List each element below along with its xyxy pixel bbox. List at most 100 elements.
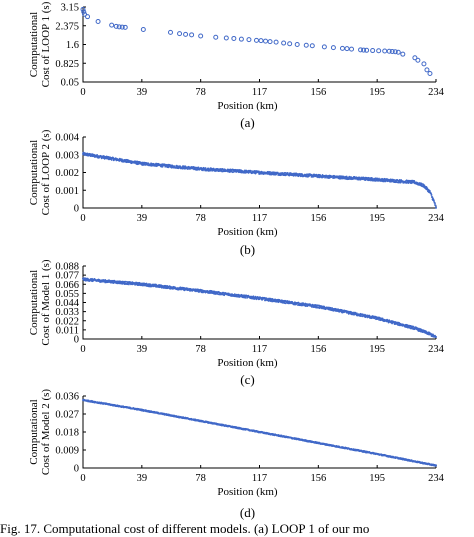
data-point bbox=[420, 328, 423, 331]
y-tick-label: 0.001 bbox=[55, 186, 79, 197]
y-axis-label: Computational bbox=[28, 140, 40, 205]
y-tick-label: 0.088 bbox=[55, 262, 79, 273]
data-point bbox=[109, 22, 115, 28]
data-point bbox=[339, 45, 345, 51]
data-point bbox=[197, 166, 200, 169]
data-point bbox=[198, 33, 204, 39]
data-series bbox=[82, 398, 437, 467]
data-point bbox=[400, 51, 406, 57]
y-tick-label: 0.044 bbox=[55, 298, 79, 309]
data-point bbox=[244, 296, 247, 299]
axes-frame bbox=[82, 266, 436, 340]
x-axis-label: Position (km) bbox=[217, 226, 278, 238]
x-tick-label: 39 bbox=[137, 344, 148, 355]
figure-caption: Fig. 17. Computational cost of different… bbox=[0, 521, 369, 536]
data-point bbox=[82, 11, 88, 17]
data-point bbox=[258, 38, 264, 44]
data-point bbox=[96, 154, 99, 156]
y-axis-label: Computational bbox=[28, 399, 40, 464]
x-tick-label: 234 bbox=[428, 87, 445, 98]
data-point bbox=[147, 162, 150, 165]
data-point bbox=[371, 178, 374, 181]
data-point bbox=[434, 202, 436, 205]
data-point bbox=[364, 47, 370, 53]
data-point bbox=[433, 200, 435, 202]
data-point bbox=[134, 283, 137, 286]
data-point bbox=[253, 37, 259, 43]
data-series bbox=[80, 6, 433, 77]
data-point bbox=[426, 187, 429, 190]
y-axis-label: Computational bbox=[28, 12, 40, 77]
y-axis-label: Cost of Model 1 (s) bbox=[40, 259, 52, 346]
data-point bbox=[223, 35, 229, 41]
data-point bbox=[113, 23, 119, 29]
y-tick-label: 0.027 bbox=[55, 410, 79, 421]
y-tick-label: 0.002 bbox=[55, 168, 79, 179]
data-point bbox=[115, 280, 118, 283]
data-point bbox=[366, 316, 369, 319]
data-point bbox=[292, 172, 295, 175]
data-point bbox=[301, 304, 304, 307]
x-tick-label: 0 bbox=[80, 344, 85, 355]
x-tick-label: 234 bbox=[428, 213, 445, 224]
data-point bbox=[246, 37, 252, 43]
data-point bbox=[81, 9, 87, 15]
data-point bbox=[429, 190, 431, 192]
data-point bbox=[411, 327, 414, 330]
x-tick-label: 39 bbox=[137, 473, 148, 484]
data-point bbox=[167, 29, 173, 35]
data-point bbox=[355, 312, 358, 315]
data-point bbox=[140, 27, 146, 32]
x-tick-label: 234 bbox=[428, 473, 445, 484]
data-point bbox=[412, 55, 418, 61]
data-point bbox=[231, 35, 237, 41]
x-tick-label: 78 bbox=[195, 344, 206, 355]
data-point bbox=[427, 71, 433, 77]
data-point bbox=[294, 174, 297, 177]
y-tick-label: 0.05 bbox=[61, 78, 79, 89]
data-point bbox=[124, 280, 127, 283]
x-tick-label: 39 bbox=[137, 87, 148, 98]
data-point bbox=[119, 24, 125, 30]
data-point bbox=[281, 40, 287, 46]
axes-frame bbox=[82, 7, 436, 83]
data-point bbox=[376, 48, 382, 54]
x-tick-label: 195 bbox=[369, 473, 385, 484]
data-point bbox=[204, 167, 207, 169]
data-point bbox=[213, 34, 219, 40]
data-point bbox=[80, 6, 86, 12]
y-axis-label: Cost of LOOP 2 (s) bbox=[40, 129, 52, 215]
x-tick-label: 0 bbox=[80, 87, 85, 98]
x-tick-label: 39 bbox=[137, 213, 148, 224]
data-point bbox=[267, 39, 273, 45]
data-point bbox=[430, 193, 433, 196]
x-tick-label: 156 bbox=[310, 473, 326, 484]
panel-label: (d) bbox=[240, 505, 255, 520]
x-tick-label: 195 bbox=[369, 344, 385, 355]
x-tick-label: 78 bbox=[195, 473, 206, 484]
data-point bbox=[386, 48, 392, 54]
data-series bbox=[82, 277, 437, 338]
y-tick-label: 0.825 bbox=[55, 59, 79, 70]
x-tick-label: 156 bbox=[310, 87, 326, 98]
x-tick-label: 156 bbox=[310, 213, 326, 224]
data-point bbox=[116, 24, 122, 30]
x-tick-label: 0 bbox=[80, 473, 85, 484]
x-tick-label: 234 bbox=[428, 344, 445, 355]
data-point bbox=[435, 464, 437, 467]
data-point bbox=[250, 169, 252, 172]
x-axis-label: Position (km) bbox=[217, 486, 278, 498]
y-tick-label: 0.011 bbox=[56, 325, 79, 336]
x-tick-label: 0 bbox=[80, 213, 85, 224]
data-point bbox=[389, 49, 395, 55]
chart-panel-1: 0.05 0.825 1.6 2.375 3.15 0 39 78 117 156 195 234 Po… bbox=[28, 1, 445, 130]
y-tick-label: 0.022 bbox=[55, 316, 79, 327]
data-point bbox=[330, 45, 336, 51]
data-point bbox=[395, 49, 401, 55]
x-tick-label: 195 bbox=[369, 87, 385, 98]
data-point bbox=[164, 287, 167, 290]
data-point bbox=[398, 179, 401, 181]
y-tick-label: 0.066 bbox=[55, 280, 79, 291]
data-point bbox=[370, 48, 376, 54]
data-point bbox=[399, 181, 402, 184]
